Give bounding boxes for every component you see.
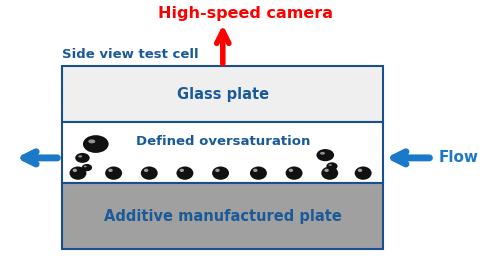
Ellipse shape (215, 169, 220, 172)
Ellipse shape (253, 169, 258, 172)
Text: Glass plate: Glass plate (177, 87, 269, 102)
Ellipse shape (180, 169, 184, 172)
Text: Flow: Flow (439, 150, 479, 165)
Ellipse shape (70, 166, 86, 180)
Ellipse shape (250, 166, 267, 180)
Ellipse shape (72, 169, 77, 172)
Ellipse shape (286, 166, 302, 180)
Ellipse shape (177, 166, 193, 180)
Ellipse shape (320, 152, 325, 155)
Ellipse shape (83, 135, 108, 153)
Ellipse shape (75, 153, 90, 163)
Bar (62, 122, 383, 183)
Ellipse shape (141, 166, 158, 180)
Ellipse shape (88, 139, 96, 143)
Text: Additive manufactured plate: Additive manufactured plate (104, 209, 342, 224)
Bar (62, 66, 383, 122)
Text: Defined oversaturation: Defined oversaturation (136, 135, 310, 148)
Ellipse shape (108, 169, 113, 172)
Ellipse shape (105, 166, 122, 180)
Ellipse shape (84, 166, 87, 167)
Ellipse shape (82, 164, 92, 171)
Ellipse shape (326, 162, 337, 170)
Text: Side view test cell: Side view test cell (62, 48, 199, 61)
Ellipse shape (212, 166, 229, 180)
Ellipse shape (329, 164, 332, 166)
Ellipse shape (358, 169, 362, 172)
Ellipse shape (78, 155, 82, 158)
Ellipse shape (316, 149, 334, 161)
Bar (62, 183, 383, 249)
Ellipse shape (324, 169, 329, 172)
Ellipse shape (321, 166, 338, 180)
Ellipse shape (144, 169, 148, 172)
Text: High-speed camera: High-speed camera (157, 6, 333, 21)
Ellipse shape (289, 169, 293, 172)
Ellipse shape (355, 166, 372, 180)
